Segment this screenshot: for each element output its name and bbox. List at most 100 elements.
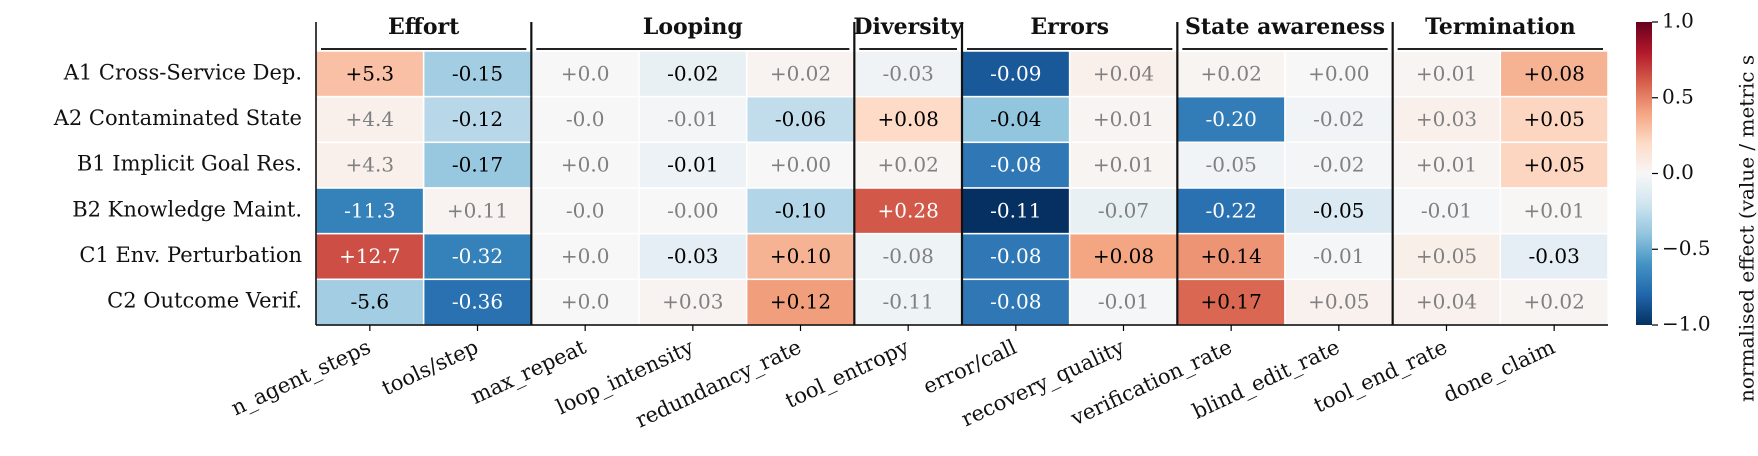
cell-value: -0.01 (667, 107, 718, 131)
heatmap-cell (1176, 187, 1286, 235)
cell-value: +0.01 (1416, 61, 1477, 85)
cell-value: -0.06 (775, 107, 826, 131)
heatmap-cell (1499, 187, 1609, 235)
x-tick-label: done_claim (1440, 335, 1559, 408)
heatmap-cell (1068, 232, 1179, 281)
cell-value: -0.20 (1206, 107, 1257, 131)
cell-value: +0.00 (1308, 61, 1369, 85)
heatmap-cell (853, 232, 963, 281)
heatmap-cell (961, 232, 1071, 281)
cell-value: +0.02 (770, 61, 831, 85)
cell-value: -0.01 (1098, 290, 1149, 314)
cell-value: -0.02 (667, 61, 718, 85)
cell-value: +0.17 (1201, 290, 1262, 314)
cell-value: +0.02 (1201, 61, 1262, 85)
cell-value: +4.4 (346, 107, 395, 131)
colorbar-tick-label: −0.5 (1662, 236, 1711, 260)
cell-value: -11.3 (344, 198, 395, 222)
cell-value: -0.08 (990, 153, 1041, 177)
cell-value: +0.05 (1524, 107, 1585, 131)
group-label: Termination (1425, 14, 1576, 40)
heatmap-cell (961, 141, 1071, 189)
cell-value: +5.3 (346, 61, 395, 85)
cell-value: +0.02 (878, 153, 939, 177)
row-label: B2 Knowledge Maint. (72, 197, 302, 221)
cell-value: +0.00 (770, 153, 831, 177)
heatmap-cell (638, 278, 748, 326)
cell-value: +0.10 (770, 244, 831, 268)
cell-value: -0.08 (990, 244, 1041, 268)
heatmap-cell (315, 50, 425, 98)
cell-value: +0.08 (1524, 61, 1585, 85)
cell-value: +0.04 (1093, 61, 1154, 85)
heatmap-cell (745, 95, 856, 144)
heatmap-cell (1284, 187, 1394, 235)
colorbar-tick-label: −1.0 (1662, 312, 1711, 336)
cell-value: -0.07 (1098, 198, 1149, 222)
cell-value: -0.08 (990, 290, 1041, 314)
cell-value: +0.04 (1416, 290, 1477, 314)
colorbar-tick-label: 1.0 (1662, 9, 1694, 33)
cell-value: -0.04 (990, 107, 1041, 131)
heatmap-cell (638, 187, 748, 235)
cell-value: +0.08 (1093, 244, 1154, 268)
heatmap-cell (315, 187, 425, 235)
heatmap-cell (638, 141, 748, 189)
x-tick-label: tool_entropy (782, 335, 913, 413)
heatmap-cell (961, 278, 1071, 326)
cell-value: -0.09 (990, 61, 1041, 85)
cell-value: -0.00 (667, 198, 718, 222)
heatmap-cell (1499, 95, 1609, 144)
heatmap-cell (745, 141, 856, 189)
group-label: State awareness (1185, 14, 1385, 40)
cell-value: +0.05 (1416, 244, 1477, 268)
heatmap-cell (745, 232, 856, 281)
heatmap-cell (1284, 50, 1394, 98)
heatmap-cell (1499, 141, 1609, 189)
row-label: C2 Outcome Verif. (107, 289, 302, 313)
cell-value: +0.01 (1093, 153, 1154, 177)
heatmap-cell (1284, 278, 1394, 326)
heatmap-cell (530, 141, 640, 189)
cell-value: +0.05 (1308, 290, 1369, 314)
cell-value: -0.03 (667, 244, 718, 268)
cell-value: -0.22 (1206, 198, 1257, 222)
cell-value: +0.01 (1524, 198, 1585, 222)
cell-value: +0.03 (1416, 107, 1477, 131)
heatmap-cell (530, 232, 640, 281)
cell-value: +0.0 (561, 61, 610, 85)
cell-value: +0.01 (1416, 153, 1477, 177)
cell-value: +0.12 (770, 290, 831, 314)
cell-value: -0.11 (883, 290, 934, 314)
cell-value: -0.10 (775, 198, 826, 222)
heatmap-cell (422, 232, 533, 281)
heatmap-cell (1068, 95, 1179, 144)
cell-value: -0.32 (452, 244, 503, 268)
cell-value: +0.0 (561, 290, 610, 314)
heatmap-cell (315, 278, 425, 326)
row-label: A2 Contaminated State (53, 106, 302, 130)
heatmap-cell (1499, 50, 1609, 98)
heatmap-cell (422, 95, 533, 144)
cell-value: -0.03 (883, 61, 934, 85)
cell-value: +0.08 (878, 107, 939, 131)
cell-value: +0.05 (1524, 153, 1585, 177)
heatmap-cell (638, 95, 748, 144)
cell-value: +0.11 (447, 198, 508, 222)
cell-value: -0.0 (566, 198, 605, 222)
colorbar-tick-label: 0.5 (1662, 84, 1694, 108)
heatmap-cell (315, 232, 425, 281)
cell-value: -0.01 (667, 153, 718, 177)
heatmap-cell (530, 187, 640, 235)
cell-value: +12.7 (339, 244, 400, 268)
cell-value: -0.02 (1313, 107, 1364, 131)
colorbar-tick-label: 0.0 (1662, 160, 1694, 184)
cell-value: -0.12 (452, 107, 503, 131)
cell-value: -0.05 (1206, 153, 1257, 177)
cell-value: -0.01 (1313, 244, 1364, 268)
cell-value: -0.11 (990, 198, 1041, 222)
cell-value: -5.6 (351, 290, 390, 314)
heatmap-cell (1176, 95, 1286, 144)
row-label: C1 Env. Perturbation (79, 243, 302, 267)
x-tick-label: n_agent_steps (228, 335, 375, 420)
